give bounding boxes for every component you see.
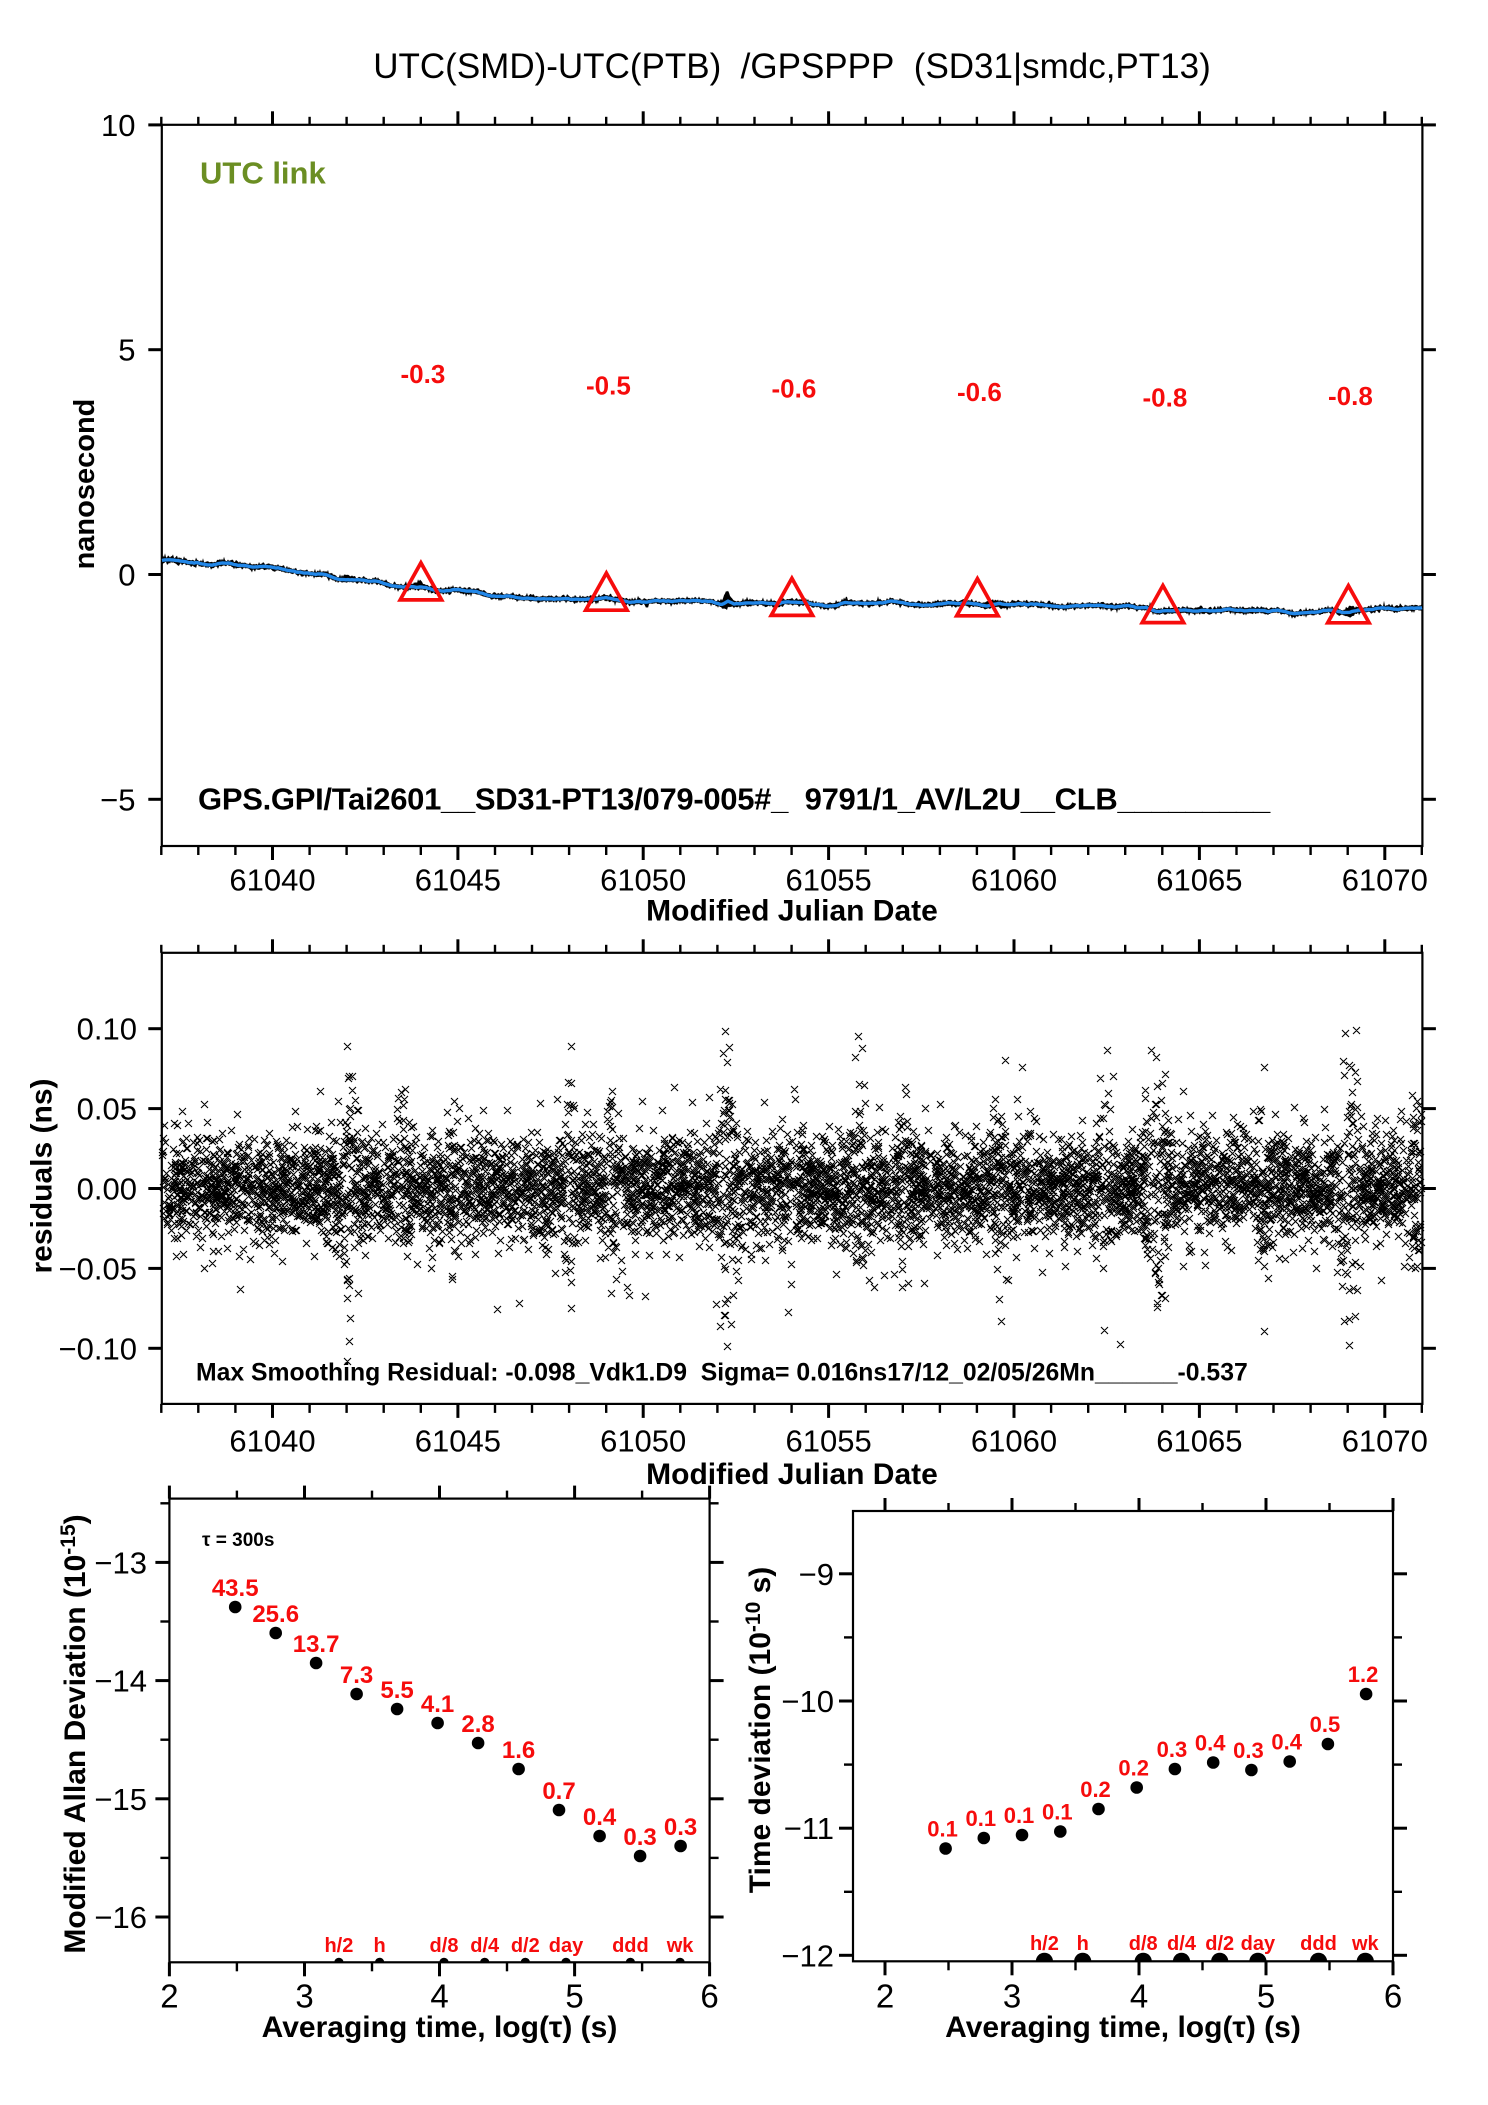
svg-text:13.7: 13.7 — [293, 1631, 340, 1658]
svg-text:61050: 61050 — [600, 1424, 686, 1459]
svg-text:Averaging time, log(τ) (s): Averaging time, log(τ) (s) — [262, 2011, 618, 2044]
svg-text:43.5: 43.5 — [212, 1575, 259, 1602]
svg-text:4: 4 — [1130, 1978, 1148, 2015]
svg-text:Max Smoothing Residual: -0.098: Max Smoothing Residual: -0.098_Vdk1.D9 S… — [196, 1360, 1248, 1387]
svg-text:0.1: 0.1 — [1004, 1803, 1035, 1828]
svg-text:0.5: 0.5 — [1310, 1712, 1341, 1737]
svg-text:61045: 61045 — [415, 1424, 501, 1459]
svg-text:day: day — [549, 1935, 584, 1957]
svg-text:7.3: 7.3 — [340, 1662, 373, 1689]
svg-text:5.5: 5.5 — [380, 1677, 413, 1704]
svg-text:d/8: d/8 — [430, 1935, 459, 1957]
svg-text:2.8: 2.8 — [461, 1711, 494, 1738]
svg-text:ddd: ddd — [612, 1935, 649, 1957]
svg-text:h/2: h/2 — [324, 1935, 353, 1957]
svg-text:-0.3: -0.3 — [400, 359, 445, 389]
svg-text:wk: wk — [1351, 1933, 1380, 1955]
svg-text:nanosecond: nanosecond — [69, 399, 101, 570]
svg-text:−5: −5 — [100, 782, 135, 817]
svg-text:5: 5 — [1257, 1978, 1275, 2015]
svg-text:6: 6 — [700, 1978, 718, 2015]
svg-text:−16: −16 — [94, 1900, 147, 1935]
svg-text:d/8: d/8 — [1129, 1933, 1158, 1955]
svg-text:0.4: 0.4 — [583, 1804, 617, 1831]
svg-text:61065: 61065 — [1156, 863, 1242, 898]
svg-text:0.2: 0.2 — [1080, 1777, 1111, 1802]
svg-text:-0.8: -0.8 — [1328, 381, 1373, 411]
svg-text:−0.10: −0.10 — [59, 1331, 137, 1366]
svg-text:h/2: h/2 — [1030, 1933, 1059, 1955]
svg-text:h: h — [373, 1935, 385, 1957]
svg-text:61060: 61060 — [971, 863, 1057, 898]
svg-text:τ = 300s: τ = 300s — [202, 1530, 274, 1551]
svg-text:4.1: 4.1 — [421, 1691, 454, 1718]
svg-text:−14: −14 — [94, 1664, 147, 1699]
svg-text:5: 5 — [565, 1978, 583, 2015]
svg-text:0.05: 0.05 — [77, 1092, 137, 1127]
svg-text:3: 3 — [1003, 1978, 1021, 2015]
svg-text:25.6: 25.6 — [252, 1601, 299, 1628]
svg-text:61055: 61055 — [785, 863, 871, 898]
svg-text:d/2: d/2 — [511, 1935, 540, 1957]
svg-text:61070: 61070 — [1342, 863, 1428, 898]
svg-text:−13: −13 — [94, 1545, 147, 1580]
svg-text:-0.8: -0.8 — [1142, 383, 1187, 413]
svg-text:wk: wk — [666, 1935, 695, 1957]
svg-text:0.1: 0.1 — [1042, 1800, 1073, 1825]
svg-text:−0.05: −0.05 — [59, 1251, 137, 1286]
svg-text:5: 5 — [118, 333, 135, 368]
svg-text:10: 10 — [101, 108, 135, 143]
svg-text:ddd: ddd — [1300, 1933, 1337, 1955]
svg-text:-0.6: -0.6 — [957, 377, 1002, 407]
svg-text:0.3: 0.3 — [623, 1824, 656, 1851]
svg-text:61070: 61070 — [1342, 1424, 1428, 1459]
svg-text:0.1: 0.1 — [927, 1817, 958, 1842]
svg-text:61050: 61050 — [600, 863, 686, 898]
svg-text:61055: 61055 — [785, 1424, 871, 1459]
svg-text:61040: 61040 — [229, 863, 315, 898]
svg-text:d/2: d/2 — [1205, 1933, 1234, 1955]
svg-text:0.4: 0.4 — [1195, 1731, 1226, 1756]
svg-text:0.2: 0.2 — [1118, 1756, 1149, 1781]
svg-text:−9: −9 — [799, 1557, 834, 1592]
svg-text:−12: −12 — [781, 1938, 834, 1973]
svg-text:61045: 61045 — [415, 863, 501, 898]
svg-text:6: 6 — [1384, 1978, 1402, 2015]
svg-text:0.3: 0.3 — [1233, 1738, 1264, 1763]
svg-text:1.2: 1.2 — [1348, 1662, 1379, 1687]
svg-text:1.6: 1.6 — [502, 1737, 535, 1764]
svg-text:-0.6: -0.6 — [771, 374, 816, 404]
svg-text:61040: 61040 — [229, 1424, 315, 1459]
svg-text:61060: 61060 — [971, 1424, 1057, 1459]
svg-text:UTC(SMD)-UTC(PTB) /GPSPPP (S: UTC(SMD)-UTC(PTB) /GPSPPP (SD31|smdc,PT1… — [373, 47, 1211, 86]
svg-text:0.1: 0.1 — [966, 1806, 997, 1831]
svg-text:Modified Allan Deviation (10-1: Modified Allan Deviation (10-15) — [57, 1514, 92, 1953]
svg-text:−10: −10 — [781, 1684, 834, 1719]
svg-text:d/4: d/4 — [1167, 1933, 1197, 1955]
svg-text:0: 0 — [118, 558, 135, 593]
svg-text:Averaging time, log(τ) (s): Averaging time, log(τ) (s) — [945, 2011, 1301, 2044]
svg-text:−11: −11 — [784, 1811, 834, 1846]
svg-text:d/4: d/4 — [470, 1935, 500, 1957]
svg-text:2: 2 — [160, 1978, 178, 2015]
svg-text:0.10: 0.10 — [77, 1012, 137, 1047]
svg-text:Modified Julian Date: Modified Julian Date — [646, 1458, 938, 1491]
svg-text:0.4: 0.4 — [1271, 1730, 1302, 1755]
svg-text:2: 2 — [876, 1978, 894, 2015]
svg-text:-0.5: -0.5 — [586, 371, 631, 401]
svg-text:61065: 61065 — [1156, 1424, 1242, 1459]
svg-text:0.00: 0.00 — [77, 1172, 137, 1207]
svg-text:0.7: 0.7 — [542, 1778, 575, 1805]
svg-text:residuals (ns): residuals (ns) — [26, 1078, 59, 1273]
svg-text:−15: −15 — [94, 1782, 147, 1817]
svg-text:Modified Julian Date: Modified Julian Date — [646, 895, 938, 928]
svg-text:h: h — [1077, 1933, 1089, 1955]
svg-text:3: 3 — [295, 1978, 313, 2015]
svg-text:0.3: 0.3 — [1157, 1737, 1188, 1762]
svg-text:UTC link: UTC link — [200, 156, 326, 191]
svg-text:4: 4 — [430, 1978, 448, 2015]
svg-text:0.3: 0.3 — [664, 1814, 697, 1841]
svg-text:day: day — [1241, 1933, 1276, 1955]
svg-text:GPS.GPI/Tai2601__SD31-PT13/079: GPS.GPI/Tai2601__SD31-PT13/079-005#_ 979… — [198, 782, 1271, 817]
